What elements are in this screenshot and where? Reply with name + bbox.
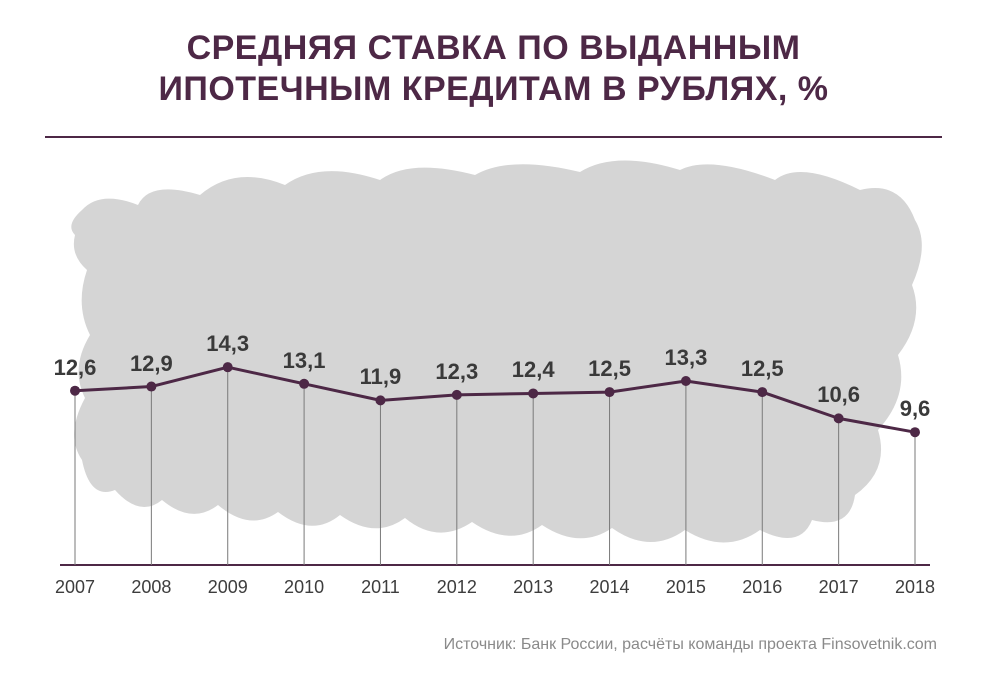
x-axis-label: 2008 xyxy=(131,577,171,598)
x-axis-label: 2013 xyxy=(513,577,553,598)
x-axis-label: 2007 xyxy=(55,577,95,598)
value-label: 9,6 xyxy=(900,396,931,422)
value-label: 11,9 xyxy=(360,364,402,390)
chart-svg-layer xyxy=(60,150,930,590)
value-label: 13,1 xyxy=(283,348,326,374)
value-label: 12,4 xyxy=(512,357,555,383)
chart-title: СРЕДНЯЯ СТАВКА ПО ВЫДАННЫМ ИПОТЕЧНЫМ КРЕ… xyxy=(0,0,987,110)
title-line-2: ИПОТЕЧНЫМ КРЕДИТАМ В РУБЛЯХ, % xyxy=(0,69,987,110)
x-axis-label: 2012 xyxy=(437,577,477,598)
source-attribution: Источник: Банк России, расчёты команды п… xyxy=(444,636,937,654)
chart-svg xyxy=(60,150,930,590)
infographic-root: СРЕДНЯЯ СТАВКА ПО ВЫДАННЫМ ИПОТЕЧНЫМ КРЕ… xyxy=(0,0,987,676)
chart-plot-area: 12,612,914,313,111,912,312,412,513,312,5… xyxy=(60,150,930,590)
title-divider xyxy=(45,136,942,138)
x-axis-label: 2017 xyxy=(819,577,859,598)
value-label: 12,9 xyxy=(130,351,173,377)
title-line-1: СРЕДНЯЯ СТАВКА ПО ВЫДАННЫМ xyxy=(0,28,987,69)
x-axis-label: 2009 xyxy=(208,577,248,598)
value-label: 12,5 xyxy=(588,356,631,382)
x-axis-label: 2010 xyxy=(284,577,324,598)
x-axis-label: 2011 xyxy=(361,577,400,598)
x-axis-label: 2015 xyxy=(666,577,706,598)
value-label: 12,5 xyxy=(741,356,784,382)
x-axis-label: 2016 xyxy=(742,577,782,598)
x-axis-label: 2018 xyxy=(895,577,935,598)
value-label: 14,3 xyxy=(206,331,249,357)
value-label: 12,6 xyxy=(54,355,97,381)
x-axis-label: 2014 xyxy=(590,577,630,598)
value-label: 13,3 xyxy=(664,345,707,371)
value-label: 12,3 xyxy=(435,359,478,385)
value-label: 10,6 xyxy=(817,382,860,408)
